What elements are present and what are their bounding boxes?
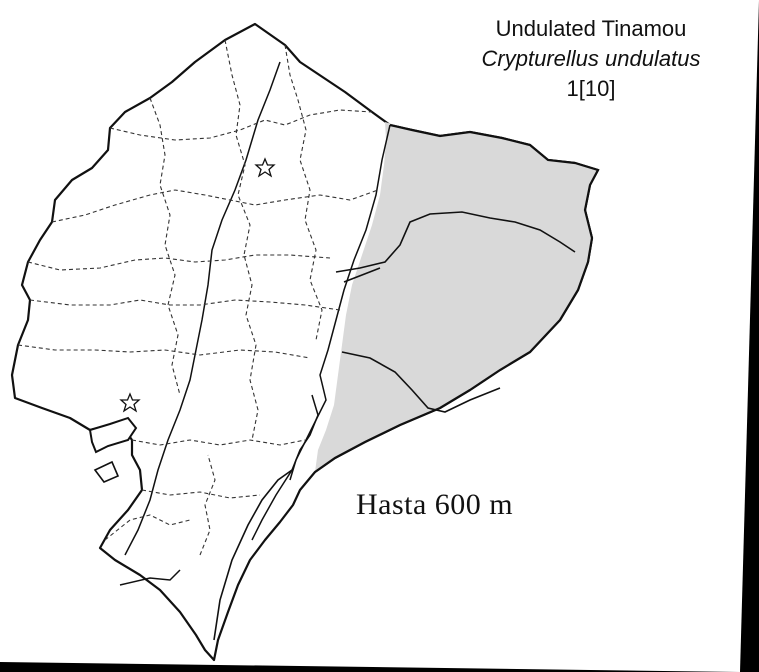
province-boundaries [17, 39, 379, 556]
star-icon [254, 157, 276, 178]
range-area [315, 122, 598, 472]
range-boundary [314, 123, 600, 473]
scientific-name: Crypturellus undulatus [481, 46, 701, 71]
cordillera-lines [119, 61, 391, 586]
gulf-inlet [88, 416, 138, 454]
species-title-block: Undulated Tinamou Crypturellus undulatus… [432, 14, 750, 104]
elevation-label: Hasta 600 m [356, 488, 514, 521]
star-icon [119, 392, 141, 413]
plate-reference: 1[10] [566, 76, 616, 101]
island [93, 460, 120, 483]
common-name: Undulated Tinamou [495, 16, 687, 41]
rivers [213, 211, 576, 641]
